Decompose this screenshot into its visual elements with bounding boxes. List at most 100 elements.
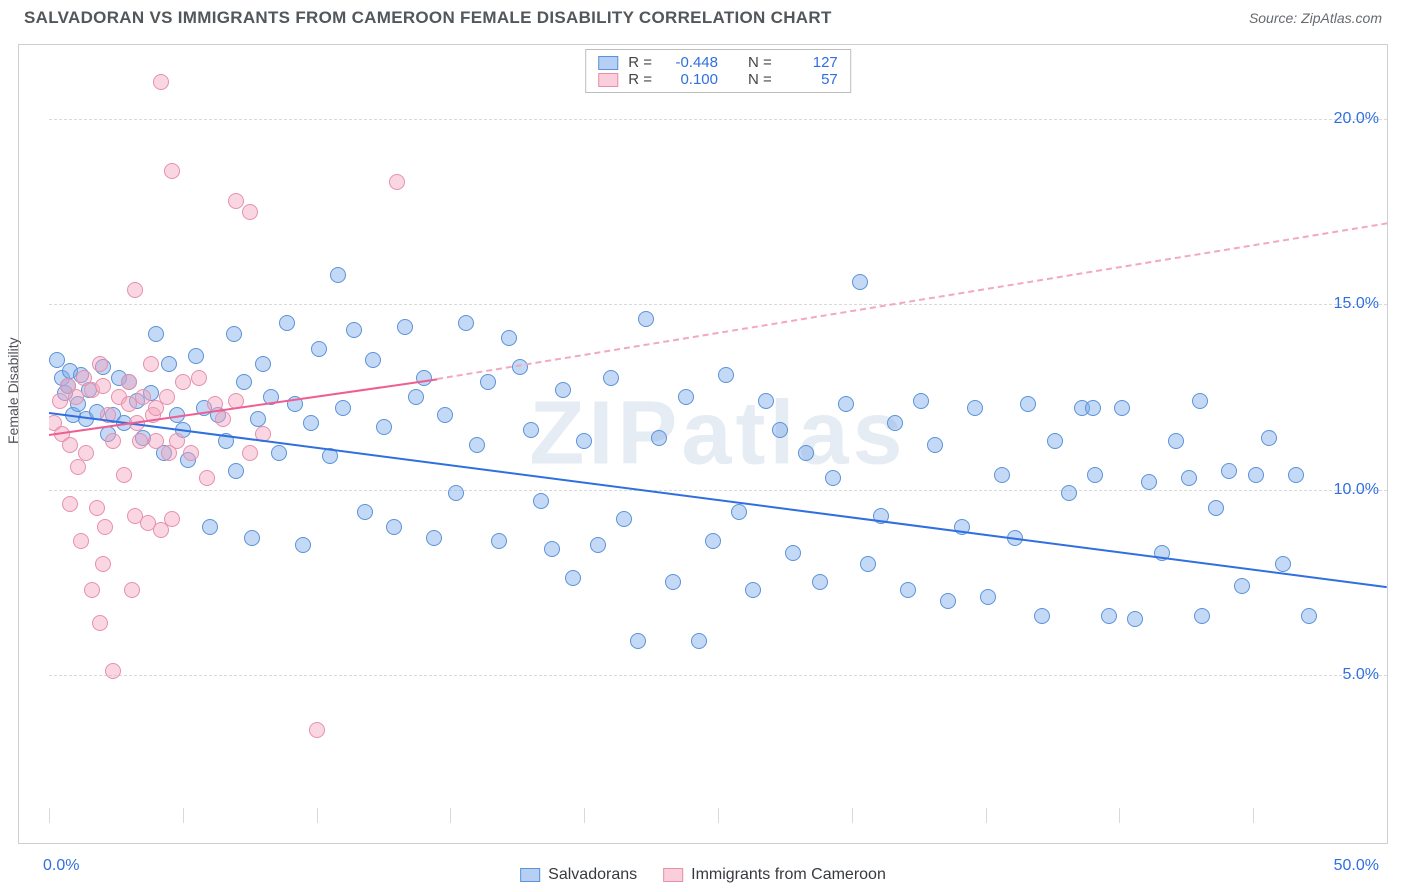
data-point	[92, 615, 108, 631]
data-point	[1248, 467, 1264, 483]
data-point	[1221, 463, 1237, 479]
data-point	[1127, 611, 1143, 627]
data-point	[335, 400, 351, 416]
n-value: 57	[782, 71, 838, 88]
x-tick	[1253, 808, 1254, 823]
data-point	[242, 204, 258, 220]
data-point	[95, 378, 111, 394]
data-point	[1141, 474, 1157, 490]
swatch-blue-icon	[598, 56, 618, 70]
data-point	[758, 393, 774, 409]
data-point	[852, 274, 868, 290]
data-point	[148, 326, 164, 342]
data-point	[244, 530, 260, 546]
data-point	[397, 319, 413, 335]
x-tick	[986, 808, 987, 823]
data-point	[95, 556, 111, 572]
data-point	[202, 519, 218, 535]
data-point	[980, 589, 996, 605]
data-point	[887, 415, 903, 431]
data-point	[555, 382, 571, 398]
data-point	[1234, 578, 1250, 594]
data-point	[116, 467, 132, 483]
data-point	[309, 722, 325, 738]
x-axis-min-label: 0.0%	[43, 857, 79, 875]
data-point	[62, 496, 78, 512]
data-point	[121, 374, 137, 390]
data-point	[271, 445, 287, 461]
data-point	[1194, 608, 1210, 624]
legend-item: Immigrants from Cameroon	[663, 866, 886, 884]
swatch-blue-icon	[520, 868, 540, 882]
data-point	[838, 396, 854, 412]
data-point	[798, 445, 814, 461]
chart-container: Female Disability ZIPatlas R = -0.448 N …	[18, 44, 1388, 844]
data-point	[52, 393, 68, 409]
swatch-pink-icon	[663, 868, 683, 882]
data-point	[1192, 393, 1208, 409]
swatch-pink-icon	[598, 73, 618, 87]
r-label: R =	[628, 54, 652, 71]
data-point	[565, 570, 581, 586]
y-tick-label: 15.0%	[1334, 295, 1379, 313]
data-point	[1087, 467, 1103, 483]
x-tick	[852, 808, 853, 823]
legend-stats-row: R = -0.448 N = 127	[598, 54, 838, 71]
data-point	[616, 511, 632, 527]
data-point	[164, 163, 180, 179]
data-point	[533, 493, 549, 509]
data-point	[215, 411, 231, 427]
data-point	[1061, 485, 1077, 501]
data-point	[84, 582, 100, 598]
data-point	[1114, 400, 1130, 416]
legend-stats-row: R = 0.100 N = 57	[598, 71, 838, 88]
data-point	[480, 374, 496, 390]
x-tick	[584, 808, 585, 823]
data-point	[105, 663, 121, 679]
data-point	[226, 326, 242, 342]
data-point	[330, 267, 346, 283]
grid-line	[49, 119, 1387, 120]
data-point	[97, 519, 113, 535]
data-point	[124, 582, 140, 598]
data-point	[691, 633, 707, 649]
y-tick-label: 20.0%	[1334, 110, 1379, 128]
legend-series: Salvadorans Immigrants from Cameroon	[520, 866, 886, 884]
n-label: N =	[748, 71, 772, 88]
data-point	[651, 430, 667, 446]
data-point	[127, 282, 143, 298]
data-point	[927, 437, 943, 453]
data-point	[630, 633, 646, 649]
data-point	[183, 445, 199, 461]
data-point	[78, 445, 94, 461]
data-point	[92, 356, 108, 372]
data-point	[913, 393, 929, 409]
data-point	[143, 356, 159, 372]
data-point	[426, 530, 442, 546]
source-attribution: Source: ZipAtlas.com	[1249, 10, 1382, 26]
data-point	[70, 459, 86, 475]
data-point	[105, 433, 121, 449]
data-point	[940, 593, 956, 609]
data-point	[665, 574, 681, 590]
data-point	[148, 433, 164, 449]
data-point	[279, 315, 295, 331]
trend-line	[49, 412, 1387, 588]
n-label: N =	[748, 54, 772, 71]
data-point	[295, 537, 311, 553]
data-point	[544, 541, 560, 557]
x-tick	[718, 808, 719, 823]
data-point	[164, 511, 180, 527]
data-point	[491, 533, 507, 549]
data-point	[731, 504, 747, 520]
data-point	[678, 389, 694, 405]
data-point	[161, 445, 177, 461]
data-point	[1047, 433, 1063, 449]
data-point	[389, 174, 405, 190]
data-point	[346, 322, 362, 338]
data-point	[590, 537, 606, 553]
data-point	[376, 419, 392, 435]
data-point	[469, 437, 485, 453]
data-point	[437, 407, 453, 423]
data-point	[132, 433, 148, 449]
